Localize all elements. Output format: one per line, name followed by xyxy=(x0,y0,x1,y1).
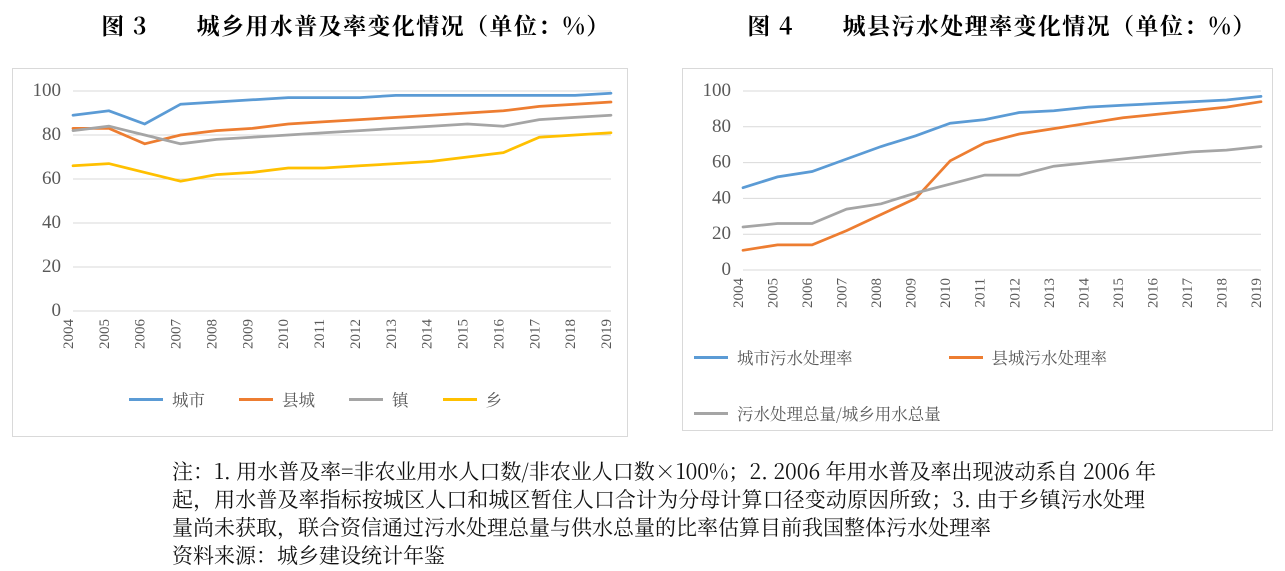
svg-text:60: 60 xyxy=(712,152,731,173)
svg-text:2006: 2006 xyxy=(800,278,816,309)
svg-text:2013: 2013 xyxy=(384,319,400,349)
svg-text:2014: 2014 xyxy=(1076,278,1092,309)
svg-text:20: 20 xyxy=(712,223,731,244)
svg-text:2016: 2016 xyxy=(1145,278,1161,309)
svg-text:0: 0 xyxy=(52,300,62,321)
svg-text:2011: 2011 xyxy=(973,278,989,307)
svg-text:2018: 2018 xyxy=(563,319,579,349)
svg-text:2005: 2005 xyxy=(766,278,782,308)
svg-text:2005: 2005 xyxy=(97,319,113,349)
svg-text:2004: 2004 xyxy=(61,319,77,350)
svg-text:40: 40 xyxy=(42,212,61,233)
svg-text:2016: 2016 xyxy=(491,319,507,350)
svg-text:2015: 2015 xyxy=(1111,278,1127,308)
svg-text:2009: 2009 xyxy=(904,278,920,308)
svg-text:2004: 2004 xyxy=(731,278,747,309)
svg-text:2019: 2019 xyxy=(1249,278,1265,308)
svg-text:2015: 2015 xyxy=(456,319,472,349)
svg-text:2009: 2009 xyxy=(240,319,256,349)
svg-text:2017: 2017 xyxy=(1180,278,1196,309)
svg-text:2012: 2012 xyxy=(1007,278,1023,308)
svg-text:2018: 2018 xyxy=(1215,278,1231,308)
svg-text:2007: 2007 xyxy=(169,319,185,350)
svg-text:2012: 2012 xyxy=(348,319,364,349)
svg-text:2013: 2013 xyxy=(1042,278,1058,308)
svg-text:80: 80 xyxy=(712,116,731,137)
svg-text:60: 60 xyxy=(42,168,61,189)
svg-text:2010: 2010 xyxy=(276,319,292,349)
svg-text:2019: 2019 xyxy=(599,319,615,349)
svg-text:20: 20 xyxy=(42,256,61,277)
svg-text:100: 100 xyxy=(33,80,62,101)
svg-text:2011: 2011 xyxy=(312,319,328,348)
svg-text:2017: 2017 xyxy=(527,319,543,350)
svg-text:2007: 2007 xyxy=(835,278,851,309)
svg-text:2008: 2008 xyxy=(869,278,885,308)
svg-text:80: 80 xyxy=(42,124,61,145)
svg-text:40: 40 xyxy=(712,187,731,208)
svg-text:0: 0 xyxy=(722,259,732,280)
svg-text:2014: 2014 xyxy=(420,319,436,350)
svg-text:2006: 2006 xyxy=(133,319,149,350)
svg-text:100: 100 xyxy=(703,80,732,101)
svg-text:2010: 2010 xyxy=(938,278,954,308)
svg-text:2008: 2008 xyxy=(205,319,221,349)
